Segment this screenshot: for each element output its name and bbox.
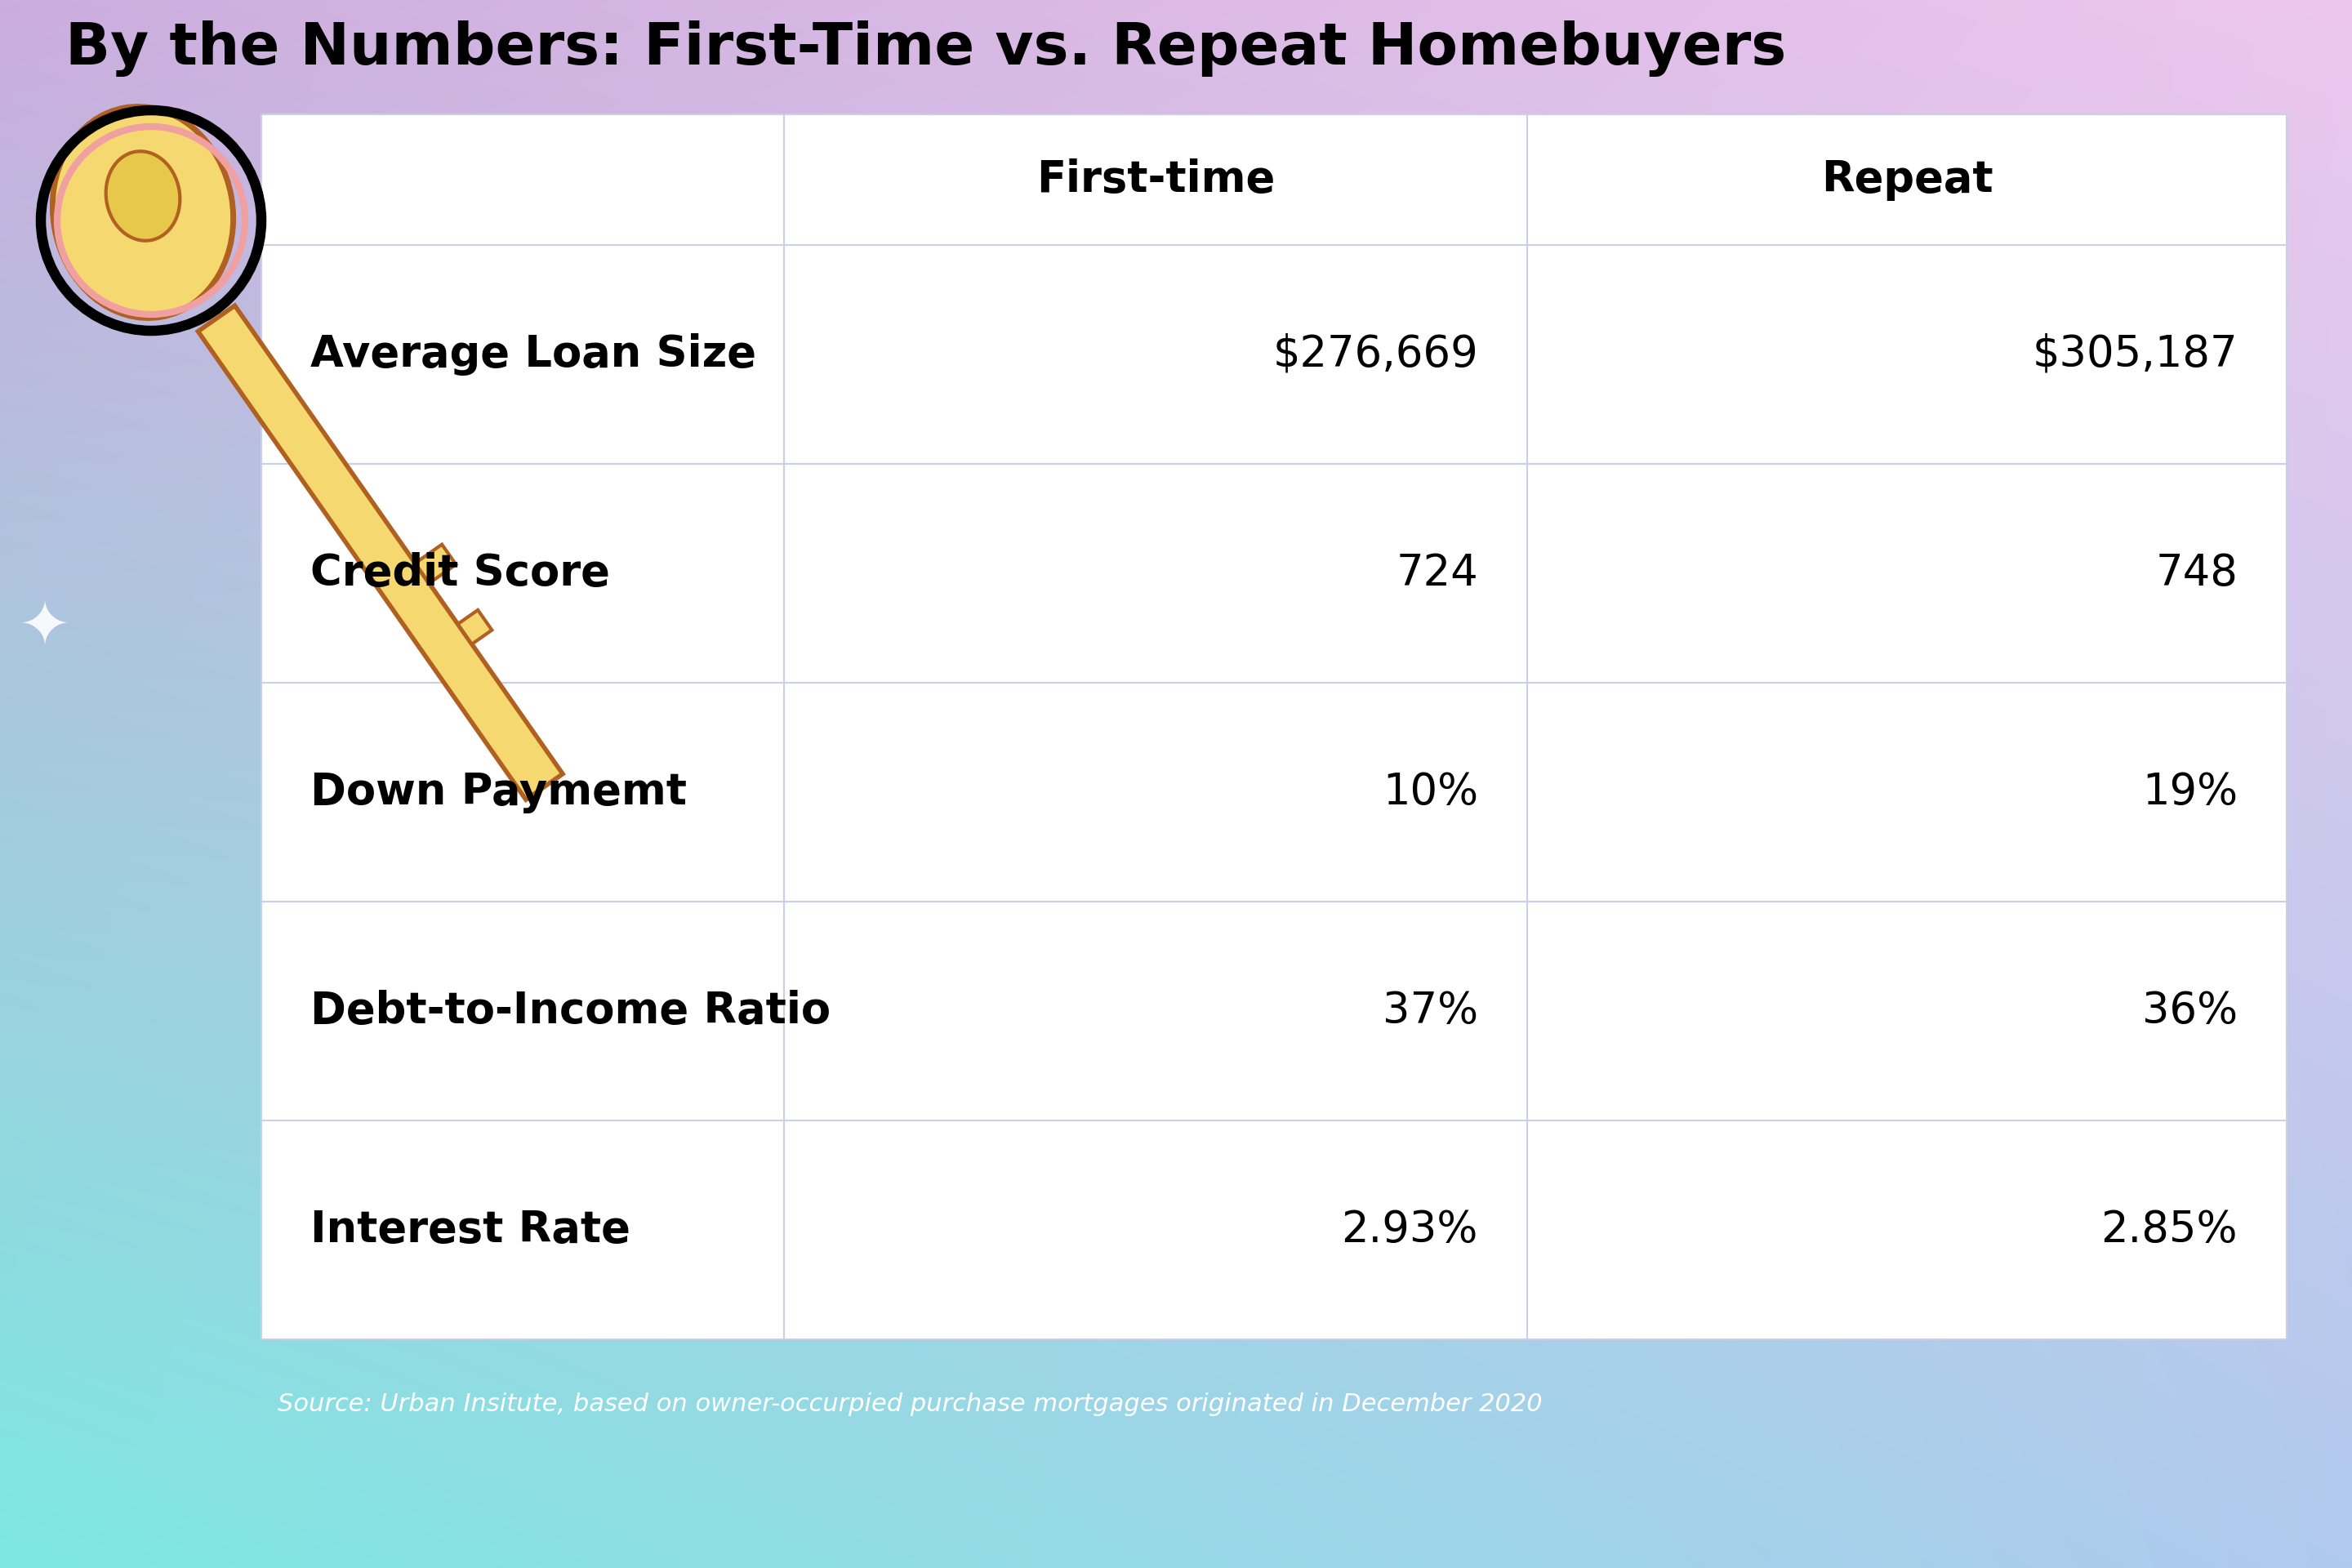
Text: $276,669: $276,669 — [1272, 334, 1477, 376]
Text: 37%: 37% — [1383, 989, 1477, 1032]
Text: Interest Rate: Interest Rate — [310, 1209, 630, 1251]
Text: ✦: ✦ — [19, 599, 71, 659]
Polygon shape — [459, 610, 492, 644]
FancyBboxPatch shape — [261, 114, 2286, 1339]
Text: 36%: 36% — [2143, 989, 2237, 1032]
Ellipse shape — [52, 107, 233, 318]
Polygon shape — [416, 544, 456, 583]
Text: 19%: 19% — [2143, 771, 2237, 814]
Ellipse shape — [106, 151, 181, 241]
Text: First-time: First-time — [1037, 158, 1275, 201]
Text: $305,187: $305,187 — [2032, 334, 2237, 376]
Text: By the Numbers: First-Time vs. Repeat Homebuyers: By the Numbers: First-Time vs. Repeat Ho… — [66, 20, 1785, 77]
Text: 2.93%: 2.93% — [1341, 1209, 1477, 1251]
Text: Down Paymemt: Down Paymemt — [310, 771, 687, 814]
Text: Source: Urban Insitute, based on owner-occurpied purchase mortgages originated i: Source: Urban Insitute, based on owner-o… — [278, 1392, 1543, 1416]
Text: Repeat: Repeat — [1820, 158, 1992, 201]
Text: 724: 724 — [1395, 552, 1477, 594]
Text: 10%: 10% — [1383, 771, 1477, 814]
Text: 748: 748 — [2154, 552, 2237, 594]
Polygon shape — [198, 306, 562, 800]
Text: Average Loan Size: Average Loan Size — [310, 334, 757, 376]
Text: Credit Score: Credit Score — [310, 552, 609, 594]
Text: Debt-to-Income Ratio: Debt-to-Income Ratio — [310, 989, 830, 1032]
Text: 2.85%: 2.85% — [2100, 1209, 2237, 1251]
